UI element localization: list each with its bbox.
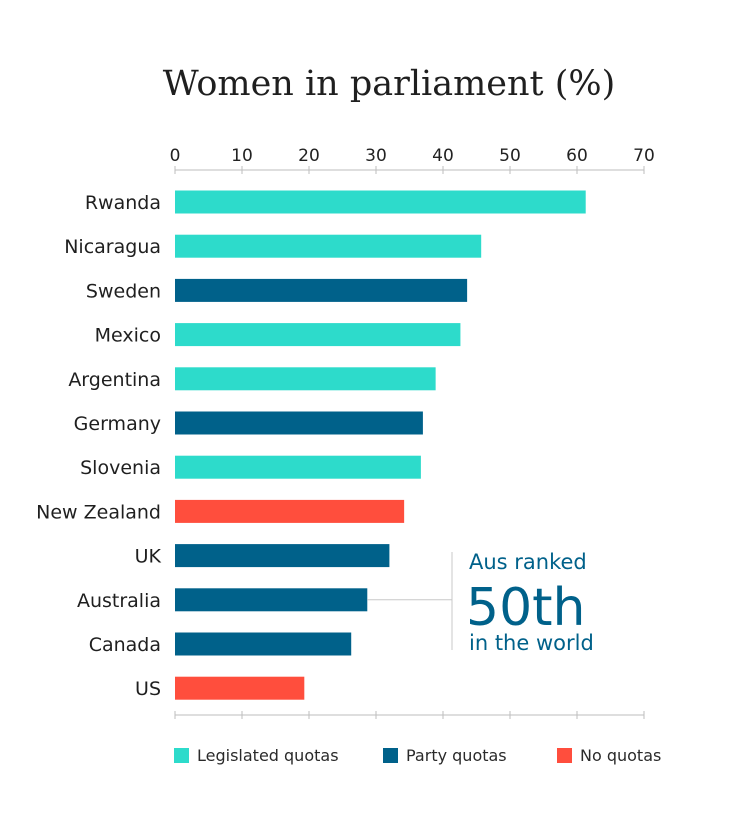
category-label: Rwanda [85,192,161,214]
category-label: Mexico [95,325,161,347]
category-label: Australia [77,590,161,612]
x-tick-label: 70 [633,146,655,166]
bar [175,544,390,568]
annotation-line3: in the world [469,631,594,655]
legend-label: Party quotas [406,746,507,765]
category-label: UK [135,546,162,568]
legend-label: No quotas [580,746,661,765]
legend-label: Legislated quotas [197,746,339,765]
bar [175,499,405,523]
legend-swatch [557,748,572,763]
x-tick-label: 20 [298,146,320,166]
x-tick-label: 40 [432,146,454,166]
category-label: US [135,678,161,700]
category-label: Nicaragua [64,236,161,258]
bar [175,632,352,656]
x-tick-label: 0 [170,146,181,166]
bar [175,588,368,612]
bars [175,190,586,700]
x-tick-label: 30 [365,146,387,166]
annotation-line1: Aus ranked [469,550,587,574]
x-tick-label: 50 [499,146,521,166]
x-tick-label: 60 [566,146,588,166]
bar [175,190,586,214]
category-label: Slovenia [80,457,161,479]
category-labels: Rwanda Nicaragua Sweden Mexico Argentina Germ… [36,192,161,700]
bar [175,676,305,700]
x-tick-label: 10 [231,146,253,166]
category-label: New Zealand [36,501,161,523]
bar [175,455,421,479]
bar [175,234,482,258]
category-label: Germany [74,413,161,435]
chart-title: Women in parliament (%) [163,64,616,104]
bar [175,323,461,347]
category-label: Sweden [86,280,161,302]
x-axis-ticks: 0 10 20 30 40 50 60 70 [170,146,655,719]
bar [175,278,468,302]
category-label: Canada [89,634,161,656]
bar [175,367,436,391]
legend: Legislated quotas Party quotas No quotas [174,746,661,765]
bar [175,411,423,435]
legend-swatch [174,748,189,763]
legend-swatch [383,748,398,763]
category-label: Argentina [68,369,161,391]
annotation-line2: 50th [466,578,586,638]
